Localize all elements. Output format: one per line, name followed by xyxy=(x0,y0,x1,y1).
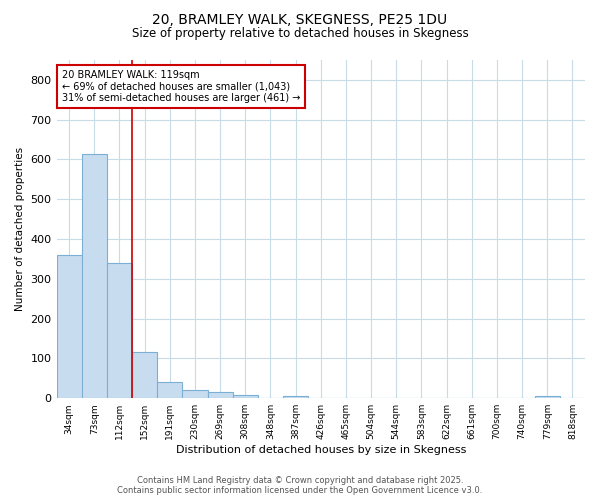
Bar xyxy=(157,382,182,398)
X-axis label: Distribution of detached houses by size in Skegness: Distribution of detached houses by size … xyxy=(176,445,466,455)
Text: 20, BRAMLEY WALK, SKEGNESS, PE25 1DU: 20, BRAMLEY WALK, SKEGNESS, PE25 1DU xyxy=(152,12,448,26)
Bar xyxy=(182,390,208,398)
Bar xyxy=(82,154,107,398)
Bar xyxy=(283,396,308,398)
Text: 20 BRAMLEY WALK: 119sqm
← 69% of detached houses are smaller (1,043)
31% of semi: 20 BRAMLEY WALK: 119sqm ← 69% of detache… xyxy=(62,70,300,103)
Y-axis label: Number of detached properties: Number of detached properties xyxy=(15,147,25,311)
Bar xyxy=(535,396,560,398)
Bar xyxy=(107,263,132,398)
Bar xyxy=(233,395,258,398)
Bar xyxy=(56,255,82,398)
Text: Size of property relative to detached houses in Skegness: Size of property relative to detached ho… xyxy=(131,28,469,40)
Bar xyxy=(208,392,233,398)
Text: Contains HM Land Registry data © Crown copyright and database right 2025.
Contai: Contains HM Land Registry data © Crown c… xyxy=(118,476,482,495)
Bar xyxy=(132,352,157,398)
